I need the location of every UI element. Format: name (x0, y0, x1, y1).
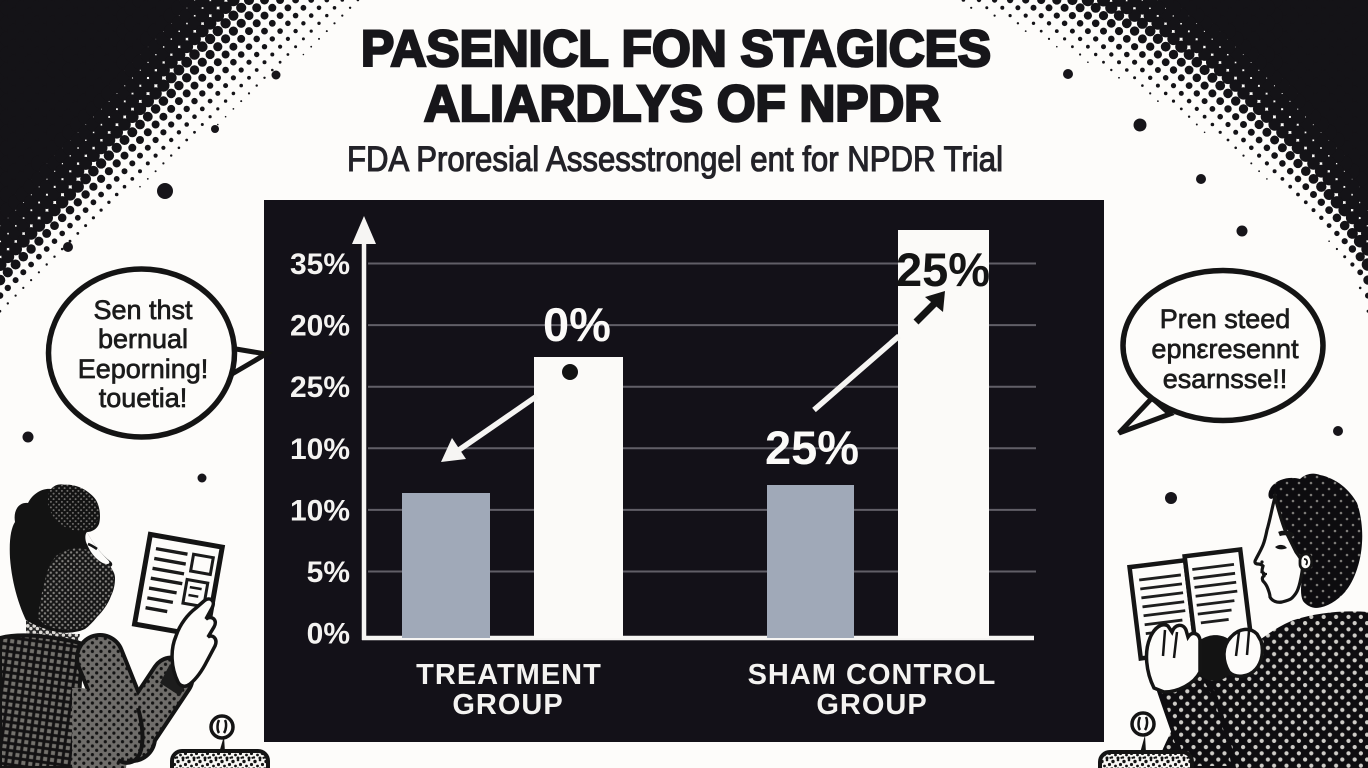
svg-text:25%: 25% (290, 371, 350, 404)
svg-text:Eeporning!: Eeporning! (78, 354, 209, 384)
svg-text:bernual: bernual (98, 324, 188, 354)
svg-text:0%: 0% (307, 618, 350, 651)
svg-text:PASENICL FON STAGICES: PASENICL FON STAGICES (361, 20, 991, 77)
svg-text:5%: 5% (307, 556, 350, 589)
svg-text:25%: 25% (896, 243, 990, 296)
svg-text:25%: 25% (765, 421, 859, 474)
svg-text:35%: 35% (290, 248, 350, 281)
svg-text:esarnsse!!: esarnsse!! (1163, 364, 1288, 394)
svg-text:TREATMENT: TREATMENT (416, 659, 602, 691)
svg-text:10%: 10% (290, 494, 350, 527)
svg-text:20%: 20% (290, 310, 350, 343)
svg-text:FDA Proresial Assesstrongel en: FDA Proresial Assesstrongel ent for NPDR… (347, 140, 1003, 179)
svg-text:Pren steed: Pren steed (1160, 304, 1291, 334)
svg-text:GROUP: GROUP (816, 689, 927, 721)
svg-text:touetia!: touetia! (99, 383, 188, 413)
svg-text:Sen thst: Sen thst (93, 295, 193, 325)
svg-text:0%: 0% (543, 298, 611, 351)
svg-text:epnεresennt: epnεresennt (1151, 334, 1299, 364)
svg-text:ALIARDLYS OF NPDR: ALIARDLYS OF NPDR (424, 75, 940, 132)
svg-text:SHAM CONTROL: SHAM CONTROL (748, 659, 997, 691)
svg-text:GROUP: GROUP (452, 689, 563, 721)
svg-text:10%: 10% (290, 433, 350, 466)
